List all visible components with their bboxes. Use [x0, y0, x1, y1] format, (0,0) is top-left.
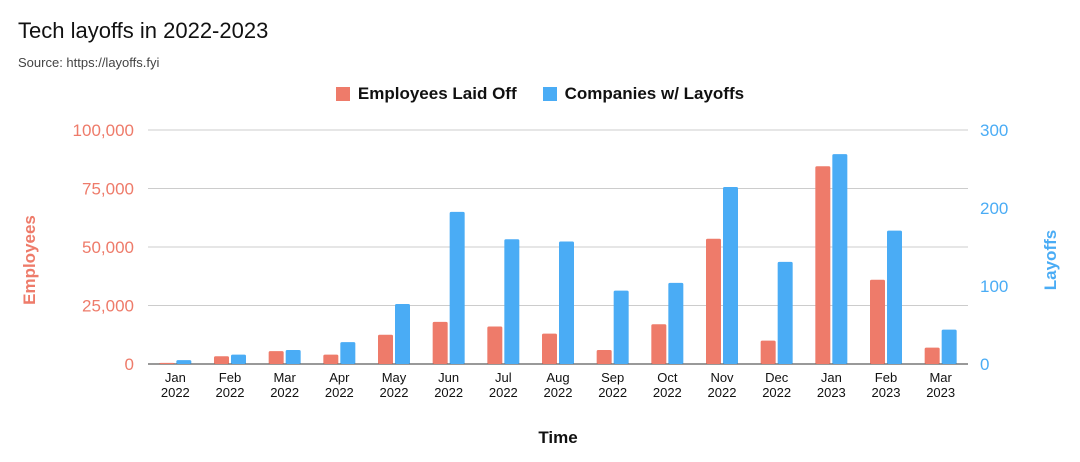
x-tick-label: Jan 2023 [817, 370, 846, 400]
right-tick-label: 100 [980, 277, 1008, 296]
left-tick-label: 50,000 [82, 238, 134, 257]
y-axis-label-left: Employees [20, 215, 39, 305]
x-tick-label: Feb 2023 [872, 370, 901, 400]
legend-swatch-employees [335, 87, 350, 101]
bar-companies[interactable] [668, 282, 684, 364]
x-tick-label: Oct 2022 [653, 370, 682, 400]
bar-companies[interactable] [887, 230, 902, 364]
bar-companies[interactable] [559, 241, 574, 364]
x-tick-label: Jan 2022 [161, 370, 190, 400]
x-tick-label: Sep 2022 [598, 370, 627, 400]
bar-companies[interactable] [231, 354, 246, 364]
bar-employees[interactable] [268, 351, 284, 364]
bar-companies[interactable] [613, 290, 629, 364]
bar-employees[interactable] [214, 356, 229, 364]
grid-lines [148, 129, 968, 365]
chart-subtitle: Source: https://layoffs.fyi [18, 55, 160, 70]
bar-employees[interactable] [596, 349, 612, 364]
bar-companies[interactable] [395, 303, 410, 364]
y-axis-label-right: Layoffs [1041, 230, 1060, 290]
bar-companies[interactable] [723, 186, 738, 364]
left-tick-label: 0 [125, 355, 134, 374]
legend-item-companies[interactable]: Companies w/ Layoffs [542, 84, 745, 104]
x-axis: Jan 2022 Feb 2022 Mar 2022 Apr 2022 May 2022 Jun 20… [161, 370, 955, 400]
right-axis: 0 100 200 300 [980, 121, 1008, 374]
bar-companies[interactable] [941, 329, 957, 364]
x-tick-label: Mar 2023 [926, 370, 955, 400]
bar-companies[interactable] [176, 360, 192, 364]
bar-employees[interactable] [432, 321, 448, 364]
legend-item-employees[interactable]: Employees Laid Off [335, 84, 517, 104]
left-tick-label: 25,000 [82, 297, 134, 316]
legend-swatch-companies [542, 87, 557, 101]
bar-employees[interactable] [542, 333, 557, 364]
bar-employees[interactable] [760, 340, 776, 364]
x-tick-label: Jul 2022 [489, 370, 518, 400]
x-tick-label: Jun 2022 [434, 370, 463, 400]
bar-employees[interactable] [323, 354, 339, 364]
left-tick-label: 75,000 [82, 180, 134, 199]
chart-title: Tech layoffs in 2022-2023 [18, 18, 269, 43]
x-tick-label: May 2022 [380, 370, 409, 400]
bar-companies[interactable] [285, 349, 301, 364]
x-axis-label: Time [538, 428, 577, 447]
x-tick-label: Nov 2022 [708, 370, 737, 400]
bar-employees[interactable] [924, 347, 940, 364]
right-tick-label: 0 [980, 355, 989, 374]
bar-employees[interactable] [378, 334, 393, 364]
bar-employees[interactable] [706, 238, 721, 364]
bar-companies[interactable] [777, 261, 793, 364]
bar-employees[interactable] [487, 326, 503, 364]
bar-employees[interactable] [815, 166, 831, 364]
bar-employees[interactable] [870, 279, 885, 364]
x-tick-label: Feb 2022 [216, 370, 245, 400]
x-tick-label: Mar 2022 [270, 370, 299, 400]
bar-companies[interactable] [504, 239, 520, 364]
x-tick-label: Apr 2022 [325, 370, 354, 400]
x-tick-label: Dec 2022 [762, 370, 791, 400]
bar-companies[interactable] [340, 342, 356, 364]
bar-companies[interactable] [449, 211, 465, 364]
right-tick-label: 200 [980, 199, 1008, 218]
bar-employees[interactable] [159, 362, 175, 364]
bar-employees[interactable] [651, 324, 667, 364]
left-axis: 0 25,000 50,000 75,000 100,000 [73, 121, 134, 374]
legend-label-companies: Companies w/ Layoffs [564, 84, 745, 103]
right-tick-label: 300 [980, 121, 1008, 140]
bar-companies[interactable] [832, 154, 848, 364]
left-tick-label: 100,000 [73, 121, 134, 140]
x-tick-label: Aug 2022 [544, 370, 573, 400]
chart-legend: Employees Laid Off Companies w/ Layoffs [0, 84, 1080, 104]
bars [159, 154, 957, 364]
legend-label-employees: Employees Laid Off [357, 84, 517, 103]
